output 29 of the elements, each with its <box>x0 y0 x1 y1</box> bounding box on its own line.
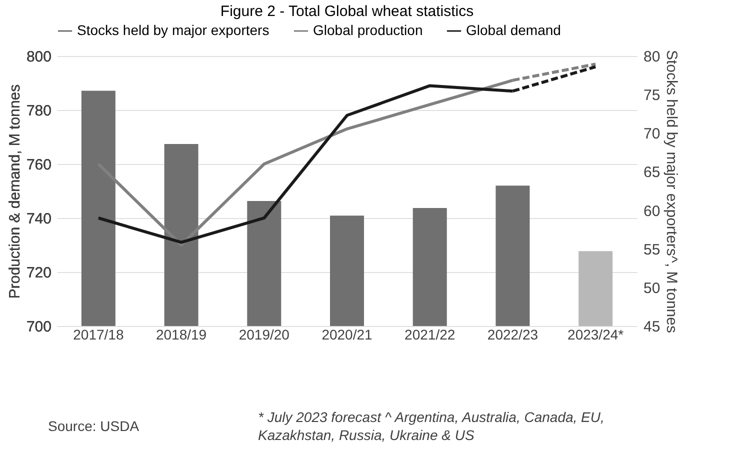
y-tick-label: 700 <box>26 318 52 336</box>
x-tick-label: 2023/24* <box>568 326 624 342</box>
x-tick-label: 2017/18 <box>73 326 124 342</box>
x-tick-label: 2019/20 <box>238 326 290 342</box>
y-axis-title: Production & demand, M tonnes <box>6 84 24 299</box>
y-tick-label: 800 <box>26 48 52 66</box>
legend-label: Global production <box>313 22 423 38</box>
chart-title: Figure 2 - Total Global wheat statistics <box>220 3 474 20</box>
y2-tick-label: 65 <box>644 164 660 182</box>
source-note: Source: USDA <box>48 418 140 434</box>
x-tick-label: 2022/23 <box>487 326 538 342</box>
y-tick-label: 760 <box>26 156 52 174</box>
y-tick-label: 780 <box>26 102 52 120</box>
y2-tick-label: 75 <box>644 87 660 104</box>
y2-axis-title: Stocks held by major exporters^, M tonnes <box>663 50 680 333</box>
y2-tick-label: 45 <box>644 318 660 336</box>
y2-tick-label: 80 <box>644 48 660 66</box>
y-tick-label: 720 <box>26 264 52 282</box>
y2-tick-label: 50 <box>644 280 660 297</box>
x-tick-label: 2020/21 <box>322 326 373 342</box>
y2-tick-label: 70 <box>644 126 660 143</box>
y2-tick-label: 55 <box>644 241 660 258</box>
legend-label: Global demand <box>466 22 561 38</box>
x-tick-label: 2021/22 <box>404 326 456 342</box>
y-tick-label: 740 <box>26 210 52 228</box>
text: * July 2023 forecast ^ Argentina, Australia, Canada, EU, Kazakhstan, Russia, Ukraine & US <box>258 408 606 444</box>
x-tick-label: 2018/19 <box>156 326 207 342</box>
legend-label: Stocks held by major exporters <box>77 22 270 38</box>
y2-tick-label: 60 <box>644 202 660 220</box>
